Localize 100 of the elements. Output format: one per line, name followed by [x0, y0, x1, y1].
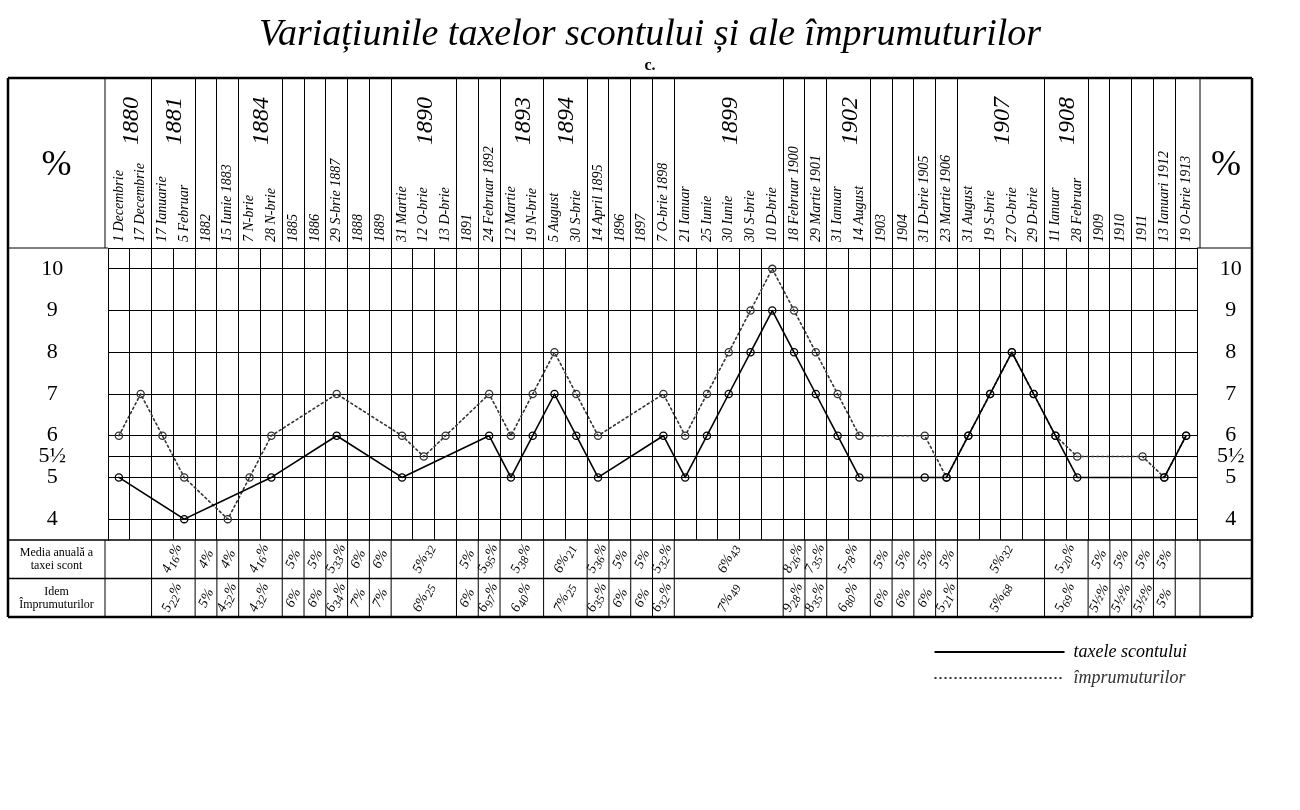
x-tick-label: 1891	[459, 214, 475, 242]
text: 1880	[116, 96, 144, 145]
y-tick-label: 10	[41, 254, 64, 280]
x-tick-label: 29 Martie 1901	[807, 154, 823, 242]
x-tick-label: 21 Ianuar	[676, 185, 692, 242]
y2-tick-label: 4	[1225, 504, 1237, 530]
x-tick-label: 1882	[197, 214, 213, 242]
x-tick-label: 29 D-brie	[1025, 187, 1041, 242]
x-tick-label: 1888	[350, 214, 366, 242]
text: 5%	[194, 585, 218, 610]
x-tick-label: 19 N-brie	[524, 187, 540, 242]
text: 5%	[1153, 547, 1176, 572]
x-tick-label: 1903	[872, 214, 888, 242]
text: 5%	[1087, 547, 1111, 572]
x-tick-label: 31 Martie	[393, 186, 409, 243]
text: 1893	[508, 96, 536, 145]
x-tick-label: 1911	[1134, 215, 1150, 242]
y2-tick-label: 10	[1219, 254, 1242, 280]
text: 6%	[869, 585, 893, 610]
y-tick-label: 4	[46, 504, 58, 530]
text: 7%	[347, 585, 370, 610]
x-tick-label: 1909	[1090, 214, 1106, 242]
text: 6%	[630, 585, 653, 610]
text: 5%	[281, 547, 305, 572]
x-tick-label: 11 Ianuar	[1047, 186, 1063, 242]
x-tick-label: 1896	[611, 214, 627, 242]
text: 6%	[303, 585, 326, 610]
text: 1884	[246, 96, 274, 145]
text: 6%	[347, 547, 370, 572]
text: 4%	[216, 547, 239, 572]
text: 5%	[608, 547, 632, 572]
chart-subtitle: c.	[643, 56, 657, 74]
text: 5%	[456, 547, 478, 571]
x-tick-label: 28 N-brie	[263, 187, 279, 242]
x-tick-label: 1889	[371, 214, 387, 242]
text: 1908	[1052, 96, 1080, 145]
x-tick-label: 5 Februar	[175, 184, 191, 242]
x-tick-label: 13 Ianuari 1912	[1156, 151, 1172, 242]
x-tick-label: 31 Ianuar	[829, 185, 845, 243]
x-tick-label: 1897	[633, 213, 649, 242]
x-tick-label: 12 O-brie	[415, 187, 431, 242]
y-tick-label: 9	[46, 296, 58, 322]
x-tick-label: 14 April 1895	[589, 164, 605, 242]
x-tick-label: 24 Februar 1892	[480, 146, 496, 242]
x-tick-label: 23 Martie 1906	[938, 154, 954, 242]
y2-tick-label: 8	[1225, 338, 1237, 364]
text: 1890	[410, 96, 438, 145]
x-tick-label: 1910	[1112, 214, 1128, 242]
text: 1894	[551, 96, 579, 145]
x-tick-label: 1904	[894, 214, 910, 242]
x-tick-label: 14 August	[851, 184, 867, 242]
text: Idem Împrumuturilor	[18, 583, 95, 611]
x-tick-label: 29 S-brie 1887	[328, 157, 344, 242]
text: 5%	[630, 547, 652, 571]
text: 1902	[835, 96, 862, 145]
x-tick-label: 18 Februar 1900	[785, 146, 801, 242]
x-tick-label: 19 S-brie	[981, 190, 997, 242]
text: împrumuturilor	[1073, 666, 1187, 687]
text: 6%	[913, 585, 936, 610]
x-tick-label: 10 D-brie	[763, 187, 779, 242]
text: 6%	[281, 585, 305, 610]
x-tick-label: 31 August	[960, 184, 975, 243]
text: 6%	[608, 585, 632, 610]
x-tick-label: 27 O-brie	[1003, 187, 1019, 242]
y-tick-label: 8	[46, 338, 58, 364]
text: 1907	[987, 96, 1015, 145]
text: 5%	[935, 547, 958, 572]
text: 1899	[715, 96, 743, 145]
x-tick-label: 5 August	[546, 191, 562, 242]
text: 6%	[456, 585, 478, 610]
x-tick-label: 30 S-brie	[567, 190, 583, 243]
text: taxele scontului	[1073, 640, 1187, 661]
x-tick-label: 28 Februar	[1068, 177, 1084, 242]
x-tick-label: 1886	[306, 214, 322, 242]
chart-title: Variațiunile taxelor scontului și ale împrumuturilor	[257, 10, 1043, 54]
y-tick-label: 7	[46, 379, 58, 405]
x-tick-label: 1 Decembrie	[110, 170, 126, 242]
x-tick-label: 17 Decembrie	[132, 163, 148, 242]
x-tick-label: 1885	[284, 214, 300, 242]
y-axis-title: %	[41, 142, 72, 184]
x-tick-label: 30 S-brie	[742, 190, 758, 243]
x-tick-label: 17 Ianuarie	[154, 176, 170, 242]
x-tick-label: 19 O-brie 1913	[1177, 155, 1193, 242]
text: 6%	[369, 547, 392, 572]
text: Media anuală a taxei scont	[18, 545, 95, 573]
text: 5%	[913, 547, 936, 572]
text: 5%	[1109, 547, 1132, 572]
x-tick-label: 15 Iunie 1883	[219, 164, 235, 242]
x-tick-label: 13 D-brie	[437, 187, 453, 242]
x-tick-label: 12 Martie	[502, 186, 518, 242]
text: 5%	[303, 547, 326, 571]
y2-axis-title: %	[1211, 142, 1241, 184]
text: 7%	[369, 585, 392, 610]
x-tick-label: 25 Iunie	[698, 195, 714, 242]
text: 6%	[891, 585, 915, 610]
y2-tick-label: 9	[1225, 296, 1237, 322]
y2-tick-label: 7	[1225, 379, 1237, 405]
x-tick-label: 7 O-brie 1898	[655, 162, 671, 242]
x-tick-label: 31 D-brie 1905	[916, 155, 932, 243]
text: 5%	[1131, 547, 1154, 572]
